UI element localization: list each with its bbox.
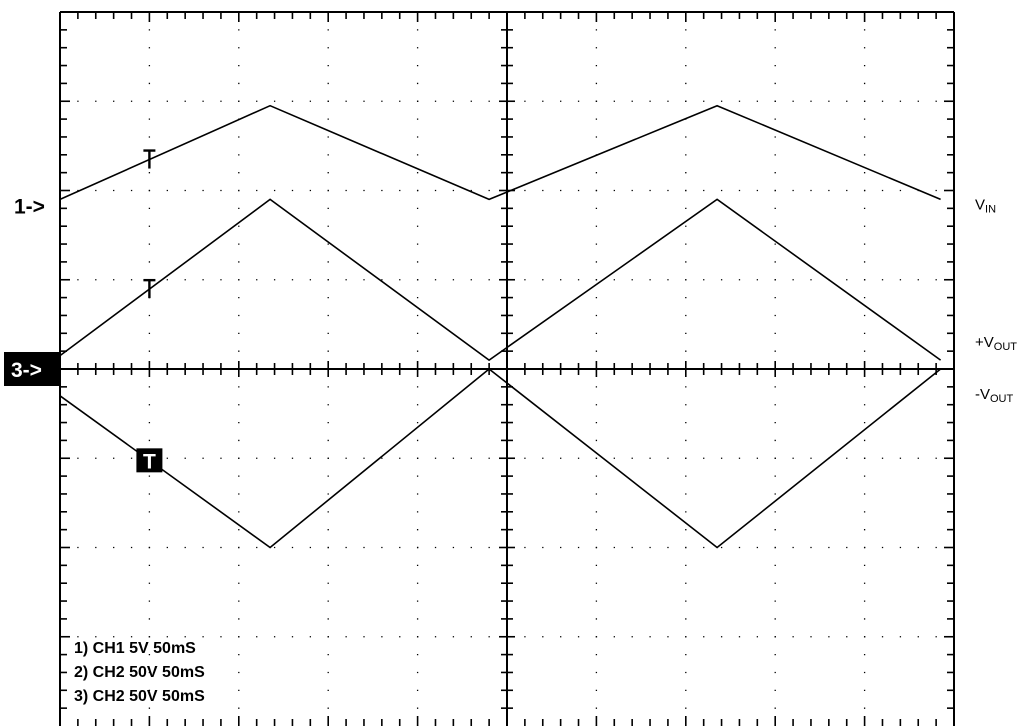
trigger-marker	[143, 149, 156, 169]
signal-label-vout-minus: -VOUT	[975, 386, 1014, 405]
trigger-marker-boxed: T	[136, 448, 163, 473]
trigger-marker-box	[136, 448, 163, 473]
signal-label-vout-plus: +VOUT	[975, 334, 1017, 353]
labels: 1-> 3-> VIN +VOUT -VOUT 1) CH1 5V 50mS 2) CH2 …	[4, 195, 1017, 705]
signal-label-subscript: OUT	[994, 341, 1018, 353]
trigger-marker-label: T	[143, 450, 156, 473]
channel-3-marker-box	[4, 352, 60, 386]
channel-3-marker: 3->	[11, 359, 42, 382]
traces: T	[59, 104, 942, 549]
trace-ch3-vout-minus	[59, 367, 942, 549]
trigger-marker	[143, 278, 156, 299]
channel-info-line: 3) CH2 50V 50mS	[74, 688, 205, 705]
channel-info-line: 1) CH1 5V 50mS	[74, 640, 196, 657]
graticule	[59, 11, 955, 726]
signal-label-vin: VIN	[975, 196, 996, 215]
trace-ch1-vin	[59, 104, 941, 201]
channel-1-marker: 1->	[14, 195, 45, 218]
signal-label-subscript: IN	[985, 203, 996, 215]
trace-ch2-vout-plus	[59, 198, 942, 362]
channel-info-line: 2) CH2 50V 50mS	[74, 664, 205, 681]
signal-label-subscript: OUT	[990, 393, 1014, 405]
